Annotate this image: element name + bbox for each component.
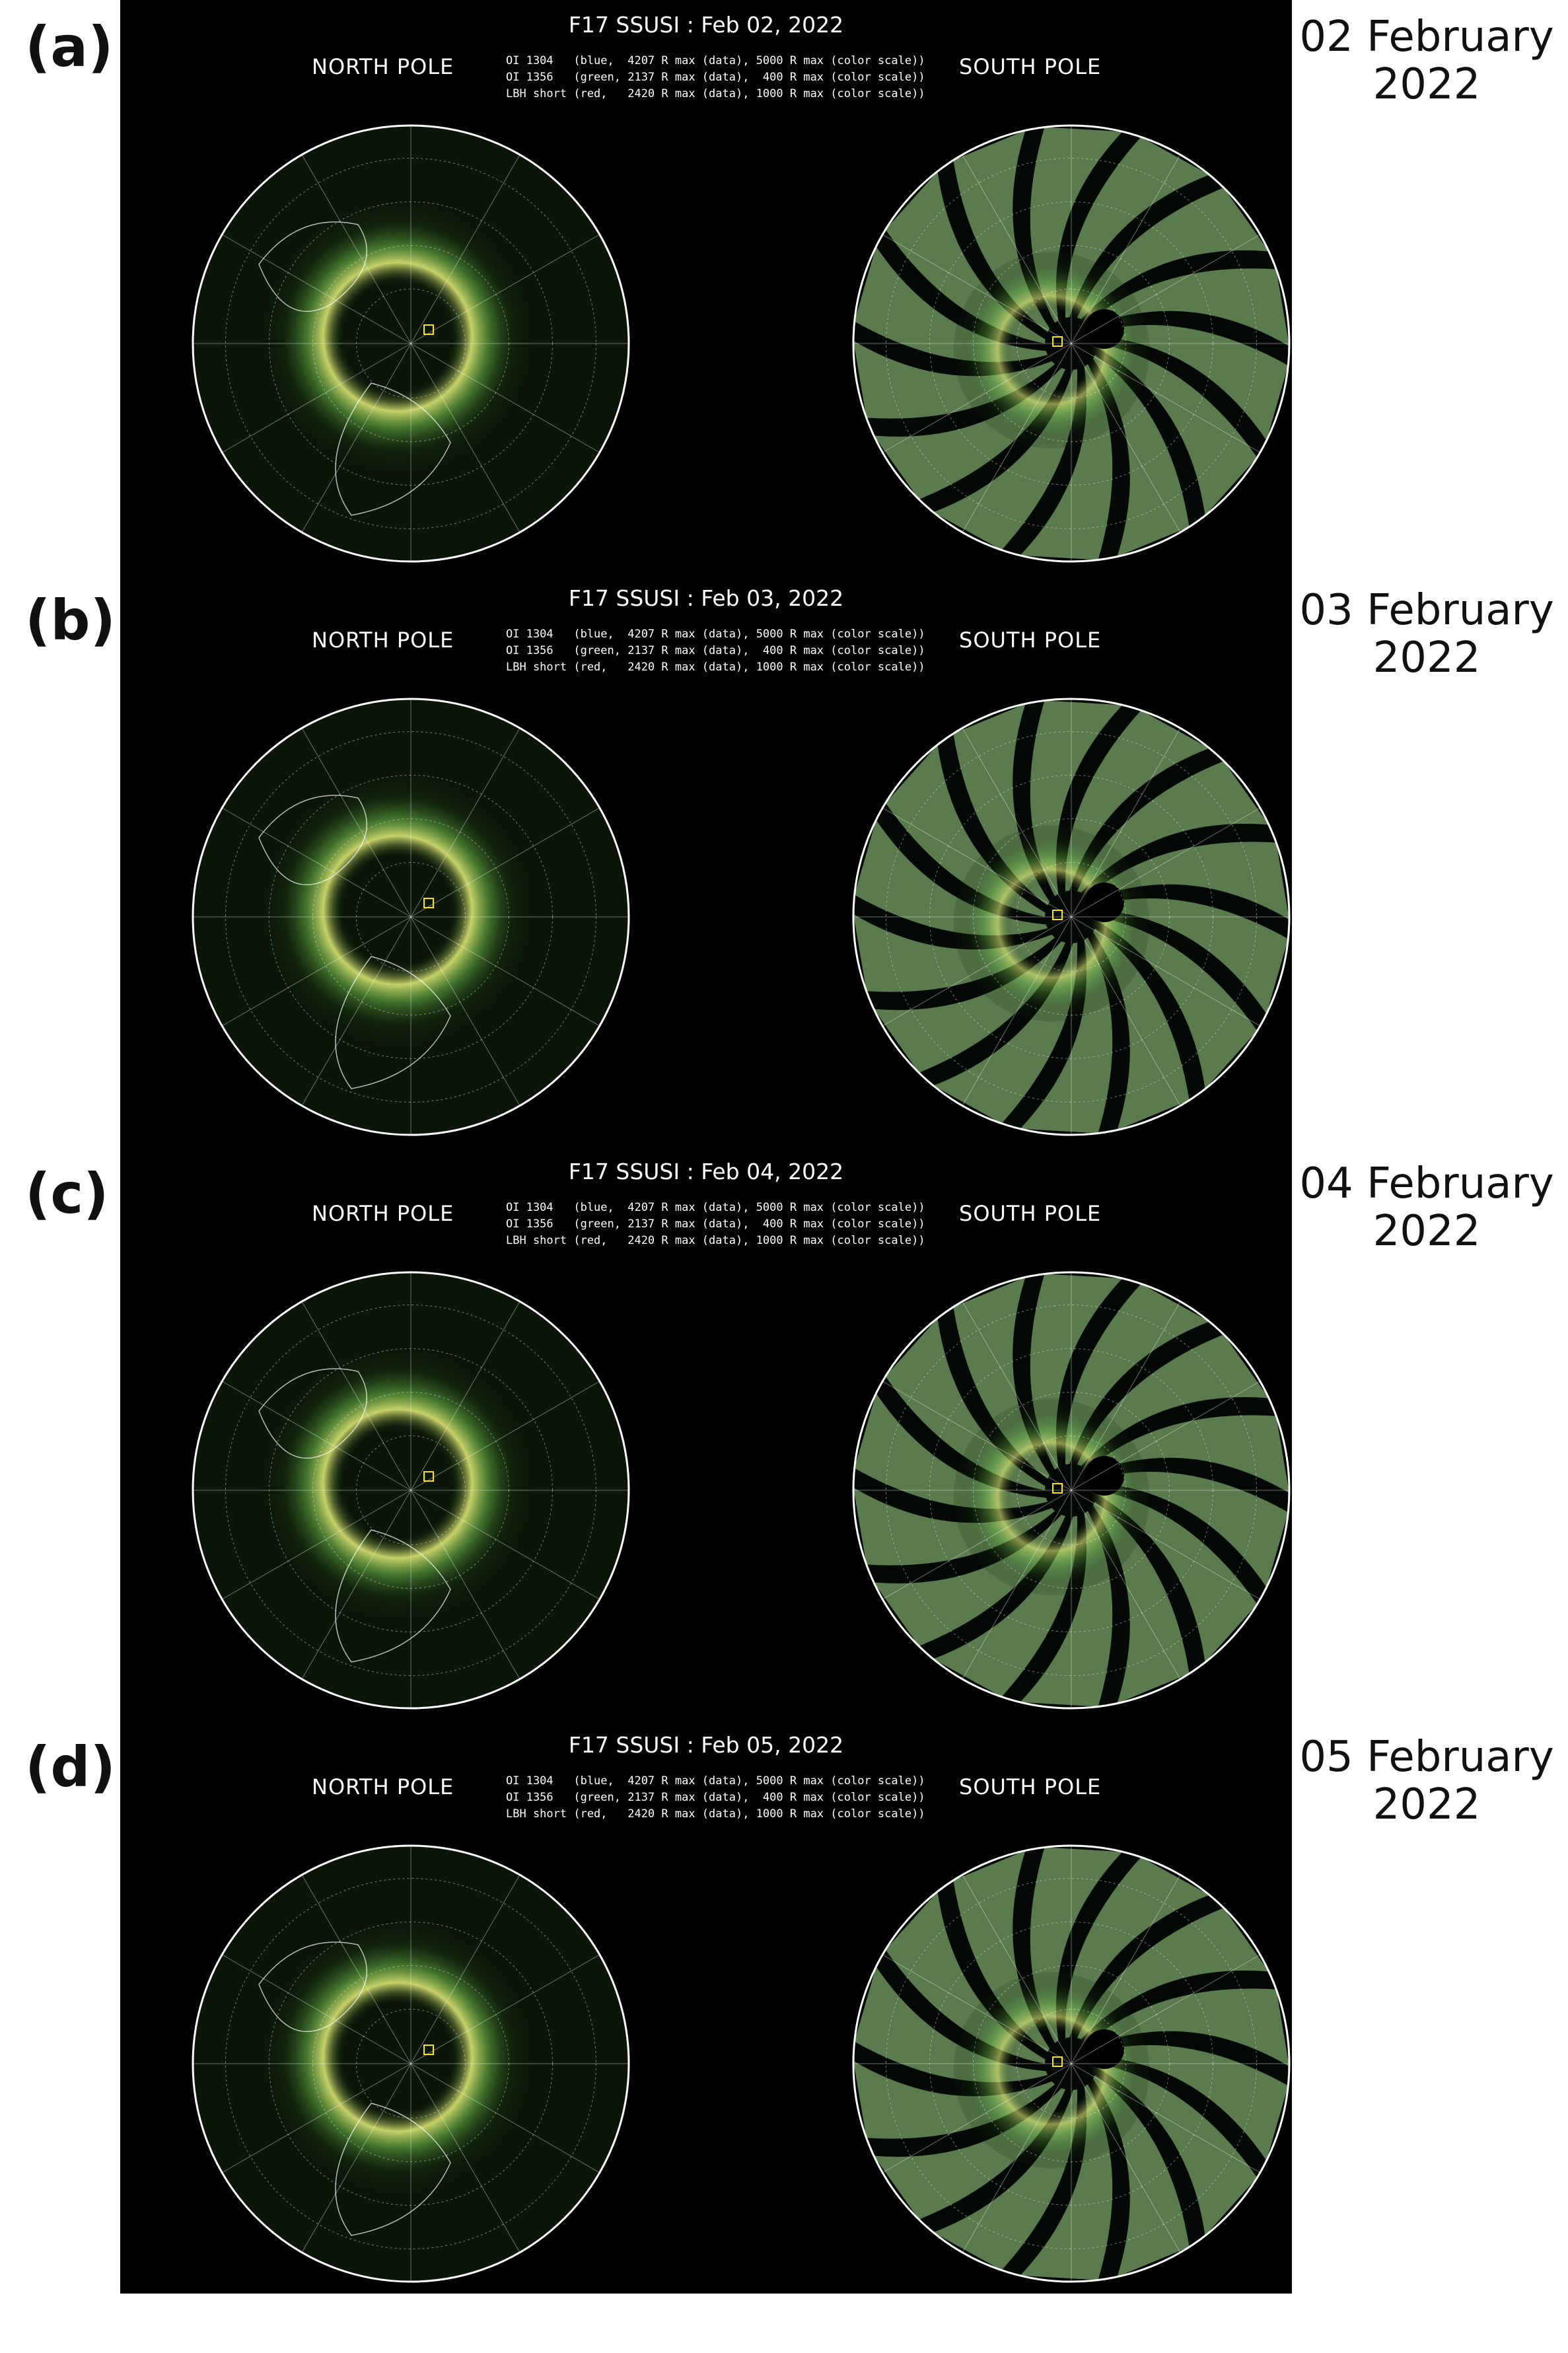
coastline — [258, 795, 368, 886]
date-caption: 02 February 2022 — [1288, 13, 1565, 108]
north-pole-grid — [192, 124, 630, 563]
north-pole-label: NORTH POLE — [312, 1774, 454, 1799]
date-line-1: 02 February — [1299, 13, 1554, 61]
panel-3: (c) 04 February 2022 F17 SSUSI : Feb 04, 20… — [0, 1147, 1568, 1720]
image-title: F17 SSUSI : Feb 03, 2022 — [568, 585, 844, 611]
ssusi-image: F17 SSUSI : Feb 05, 2022 NORTH POLE SOUTH … — [120, 1720, 1292, 2294]
date-caption: 05 February 2022 — [1288, 1733, 1565, 1828]
panel-label: (d) — [25, 1735, 116, 1799]
emission-legend: OI 1304 (blue, 4207 R max (data), 5000 R… — [506, 1773, 925, 1823]
legend-line: OI 1304 (blue, 4207 R max (data), 5000 R… — [506, 628, 925, 641]
pole-data-gap — [1085, 1456, 1124, 1496]
south-pole-grid — [852, 1271, 1291, 1710]
south-pole-grid — [852, 698, 1291, 1136]
emission-legend: OI 1304 (blue, 4207 R max (data), 5000 R… — [506, 626, 925, 676]
south-auroral-oval — [953, 252, 1150, 449]
north-auroral-oval — [262, 775, 533, 1046]
south-auroral-oval — [953, 1398, 1150, 1595]
legend-line: OI 1304 (blue, 4207 R max (data), 5000 R… — [506, 1201, 925, 1214]
legend-line: OI 1356 (green, 2137 R max (data), 400 R… — [506, 1791, 925, 1804]
image-title: F17 SSUSI : Feb 04, 2022 — [568, 1159, 844, 1184]
south-pole-grid — [852, 124, 1291, 563]
date-caption: 04 February 2022 — [1288, 1160, 1565, 1255]
coastline — [258, 221, 368, 312]
south-pole-grid — [852, 1844, 1291, 2283]
date-line-2: 2022 — [1372, 1207, 1481, 1256]
location-marker — [1052, 1483, 1063, 1494]
pole-data-gap — [1085, 2029, 1124, 2069]
north-auroral-oval — [262, 1348, 533, 1619]
emission-legend: OI 1304 (blue, 4207 R max (data), 5000 R… — [506, 1200, 925, 1249]
coastline — [335, 2103, 451, 2236]
legend-line: LBH short (red, 2420 R max (data), 1000 … — [506, 87, 925, 100]
north-pole-label: NORTH POLE — [312, 54, 454, 79]
panel-4: (d) 05 February 2022 F17 SSUSI : Feb 05, 20… — [0, 1720, 1568, 2294]
south-auroral-oval — [953, 825, 1150, 1022]
location-marker — [423, 2045, 434, 2055]
south-pole-label: SOUTH POLE — [959, 1201, 1102, 1226]
ssusi-image: F17 SSUSI : Feb 03, 2022 NORTH POLE SOUTH … — [120, 573, 1292, 1147]
polar-maps — [192, 698, 1291, 1136]
legend-line: OI 1304 (blue, 4207 R max (data), 5000 R… — [506, 1774, 925, 1788]
location-marker — [1052, 910, 1063, 920]
date-line-1: 05 February — [1299, 1733, 1554, 1782]
legend-line: OI 1356 (green, 2137 R max (data), 400 R… — [506, 71, 925, 84]
coastline — [335, 1529, 451, 1663]
location-marker — [1052, 336, 1063, 347]
north-auroral-oval — [262, 1922, 533, 2192]
coastline — [335, 382, 451, 516]
panel-2: (b) 03 February 2022 F17 SSUSI : Feb 03, 20… — [0, 573, 1568, 1147]
coastline — [335, 956, 451, 1089]
ssusi-image: F17 SSUSI : Feb 02, 2022 NORTH POLE SOUTH … — [120, 0, 1292, 573]
polar-maps — [192, 1844, 1291, 2283]
north-pole-label: NORTH POLE — [312, 628, 454, 653]
emission-legend: OI 1304 (blue, 4207 R max (data), 5000 R… — [506, 53, 925, 102]
south-pole-label: SOUTH POLE — [959, 1774, 1102, 1799]
legend-line: LBH short (red, 2420 R max (data), 1000 … — [506, 1807, 925, 1821]
image-title: F17 SSUSI : Feb 05, 2022 — [568, 1732, 844, 1758]
date-line-1: 04 February — [1299, 1159, 1554, 1208]
panel-1: (a) 02 February 2022 F17 SSUSI : Feb 02, 20… — [0, 0, 1568, 573]
ssusi-image: F17 SSUSI : Feb 04, 2022 NORTH POLE SOUTH … — [120, 1147, 1292, 1720]
location-marker — [423, 1471, 434, 1482]
north-pole-grid — [192, 1271, 630, 1710]
coastline — [258, 1368, 368, 1459]
legend-line: LBH short (red, 2420 R max (data), 1000 … — [506, 661, 925, 674]
coastline — [258, 1941, 368, 2033]
date-line-2: 2022 — [1372, 1780, 1481, 1829]
legend-line: OI 1304 (blue, 4207 R max (data), 5000 R… — [506, 54, 925, 67]
polar-maps — [192, 124, 1291, 563]
south-pole-label: SOUTH POLE — [959, 54, 1102, 79]
legend-line: LBH short (red, 2420 R max (data), 1000 … — [506, 1234, 925, 1247]
legend-line: OI 1356 (green, 2137 R max (data), 400 R… — [506, 644, 925, 657]
date-caption: 03 February 2022 — [1288, 587, 1565, 682]
location-marker — [423, 898, 434, 908]
location-marker — [423, 324, 434, 335]
location-marker — [1052, 2056, 1063, 2067]
satellite-swaths — [853, 1847, 1289, 2280]
south-pole-label: SOUTH POLE — [959, 628, 1102, 653]
south-auroral-oval — [953, 1972, 1150, 2169]
date-line-2: 2022 — [1372, 60, 1481, 109]
north-pole-grid — [192, 1844, 630, 2283]
panel-label: (a) — [25, 15, 114, 79]
panel-label: (c) — [25, 1161, 109, 1226]
panel-label: (b) — [25, 588, 116, 653]
pole-data-gap — [1085, 309, 1124, 349]
image-title: F17 SSUSI : Feb 02, 2022 — [568, 12, 844, 38]
date-line-1: 03 February — [1299, 586, 1554, 635]
north-auroral-oval — [262, 201, 533, 472]
north-pole-grid — [192, 698, 630, 1136]
date-line-2: 2022 — [1372, 634, 1481, 682]
north-pole-label: NORTH POLE — [312, 1201, 454, 1226]
polar-maps — [192, 1271, 1291, 1710]
legend-line: OI 1356 (green, 2137 R max (data), 400 R… — [506, 1217, 925, 1231]
pole-data-gap — [1085, 883, 1124, 922]
